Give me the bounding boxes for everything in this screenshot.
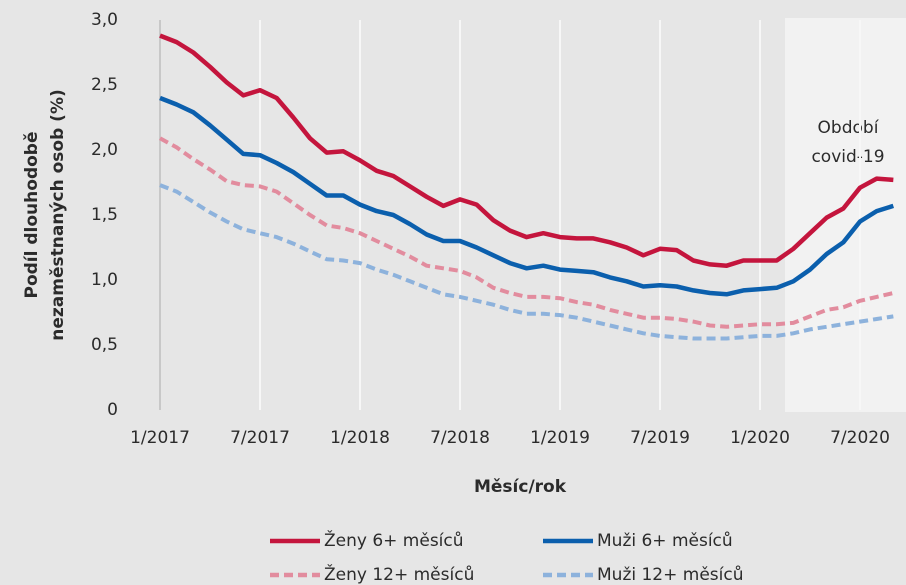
x-tick-label: 1/2018 xyxy=(330,428,390,448)
annotation: Období xyxy=(818,118,880,138)
series-line xyxy=(159,136,894,329)
legend-label: Ženy 6+ měsíců xyxy=(324,529,464,551)
x-axis-label: Měsíc/rok xyxy=(474,477,567,497)
x-tick-label: 1/2019 xyxy=(530,428,590,448)
series-line xyxy=(159,33,894,268)
legend-label: Muži 6+ měsíců xyxy=(597,531,733,551)
legend-label: Muži 12+ měsíců xyxy=(597,565,744,585)
legend: Ženy 6+ měsíců Muži 6+ měsíců Ženy 12+ měs… xyxy=(270,529,744,585)
y-tick-label: 1,5 xyxy=(91,205,118,225)
x-tick-label: 1/2017 xyxy=(130,428,190,448)
x-tick-label: 7/2017 xyxy=(230,428,290,448)
y-tick-label: 0,5 xyxy=(91,335,118,355)
y-tick-label: 3,0 xyxy=(91,10,118,30)
y-tick-label: 2,5 xyxy=(91,75,118,95)
y-tick-label: 0 xyxy=(107,400,118,420)
x-tick-label: 7/2019 xyxy=(630,428,690,448)
series-line xyxy=(159,95,895,297)
covid-shade xyxy=(785,18,906,412)
legend-label: Ženy 12+ měsíců xyxy=(324,563,474,585)
y-axis-label: nezaměstnaných osob (%) xyxy=(48,89,68,340)
annotation: covid-19 xyxy=(811,147,884,167)
y-tick-label: 2,0 xyxy=(91,140,118,160)
y-tick-label: 1,0 xyxy=(91,270,118,290)
series-line xyxy=(159,183,894,341)
x-tick-label: 1/2020 xyxy=(730,428,790,448)
y-axis-label: Podíl dlouhodobě xyxy=(22,132,42,299)
x-tick-label: 7/2020 xyxy=(830,428,890,448)
x-tick-label: 7/2018 xyxy=(430,428,490,448)
